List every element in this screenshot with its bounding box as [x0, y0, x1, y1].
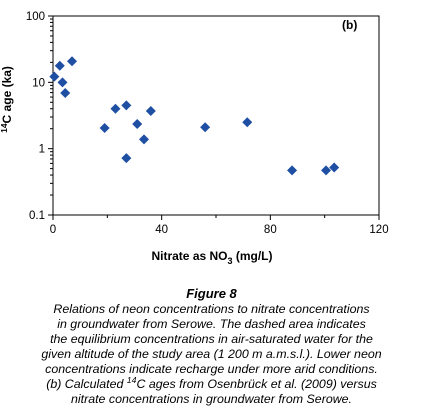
caption-line-4: given altitude of the study area (1 200 …	[41, 347, 382, 361]
x-axis-title-main: Nitrate as NO	[151, 249, 227, 263]
data-point-diamond	[60, 88, 71, 99]
data-point-diamond	[200, 122, 211, 133]
figure-caption: Figure 8 Relations of neon concentration…	[0, 286, 423, 407]
y-axis-title-superscript: 14	[0, 123, 9, 133]
y-tick-label: 100	[26, 11, 45, 23]
y-axis-title: 14C age (ka)	[0, 66, 14, 133]
data-point-diamond	[145, 105, 156, 116]
data-point-diamond	[110, 103, 121, 114]
data-point-diamond	[99, 122, 110, 133]
x-tick-label: 120	[369, 224, 388, 236]
data-point-diamond	[121, 153, 132, 164]
y-axis-title-main: C age (ka)	[0, 66, 14, 123]
x-axis-title-subscript: 3	[228, 256, 233, 266]
y-tick-label: 1	[39, 144, 45, 156]
caption-line-7: nitrate concentrations in groundwater fr…	[71, 392, 352, 406]
y-axis-ticks: 0.1 1 10 100	[26, 11, 53, 222]
data-point-diamond	[321, 165, 332, 176]
figure-title: Figure 8	[186, 286, 237, 301]
y-tick-label: 10	[32, 77, 45, 89]
data-point-diamond	[132, 119, 143, 130]
x-tick-label: 40	[155, 224, 168, 236]
y-tick-label: 0.1	[29, 210, 45, 222]
x-axis-ticks: 0 40 80 120	[50, 215, 389, 236]
caption-line-6-post: C ages from Osenbrück et al. (2009) vers…	[136, 377, 377, 391]
data-point-diamond	[54, 60, 65, 71]
caption-line-1: Relations of neon concentrations to nitr…	[53, 302, 370, 316]
data-points	[49, 56, 340, 176]
x-axis-title: Nitrate as NO3 (mg/L)	[151, 249, 272, 266]
data-point-diamond	[121, 100, 132, 111]
panel-label: (b)	[342, 18, 357, 32]
data-point-diamond	[57, 77, 68, 88]
caption-line-6-superscript: 14	[126, 374, 137, 385]
caption-line-6: (b) Calculated 14C ages from Osenbrück e…	[0, 374, 423, 392]
data-point-diamond	[49, 71, 60, 82]
scatter-chart: 0 40 80 120 0.1 1 10 100 (b) Nitrate as NO3 (m…	[0, 11, 389, 266]
caption-line-3: the equilibrium concentrations in air-sa…	[50, 332, 373, 346]
caption-line-5: concentrations indicate recharge under m…	[45, 362, 378, 376]
x-tick-label: 80	[264, 224, 277, 236]
caption-line-2: in groundwater from Serowe. The dashed a…	[57, 317, 366, 331]
data-point-diamond	[329, 162, 340, 173]
x-axis-title-units: (mg/L)	[233, 249, 273, 263]
caption-line-6-pre: (b) Calculated	[46, 377, 127, 391]
data-point-diamond	[287, 165, 298, 176]
x-tick-label: 0	[50, 224, 56, 236]
data-point-diamond	[67, 56, 78, 67]
plot-frame	[52, 15, 380, 216]
data-point-diamond	[242, 117, 253, 128]
data-point-diamond	[139, 134, 150, 145]
